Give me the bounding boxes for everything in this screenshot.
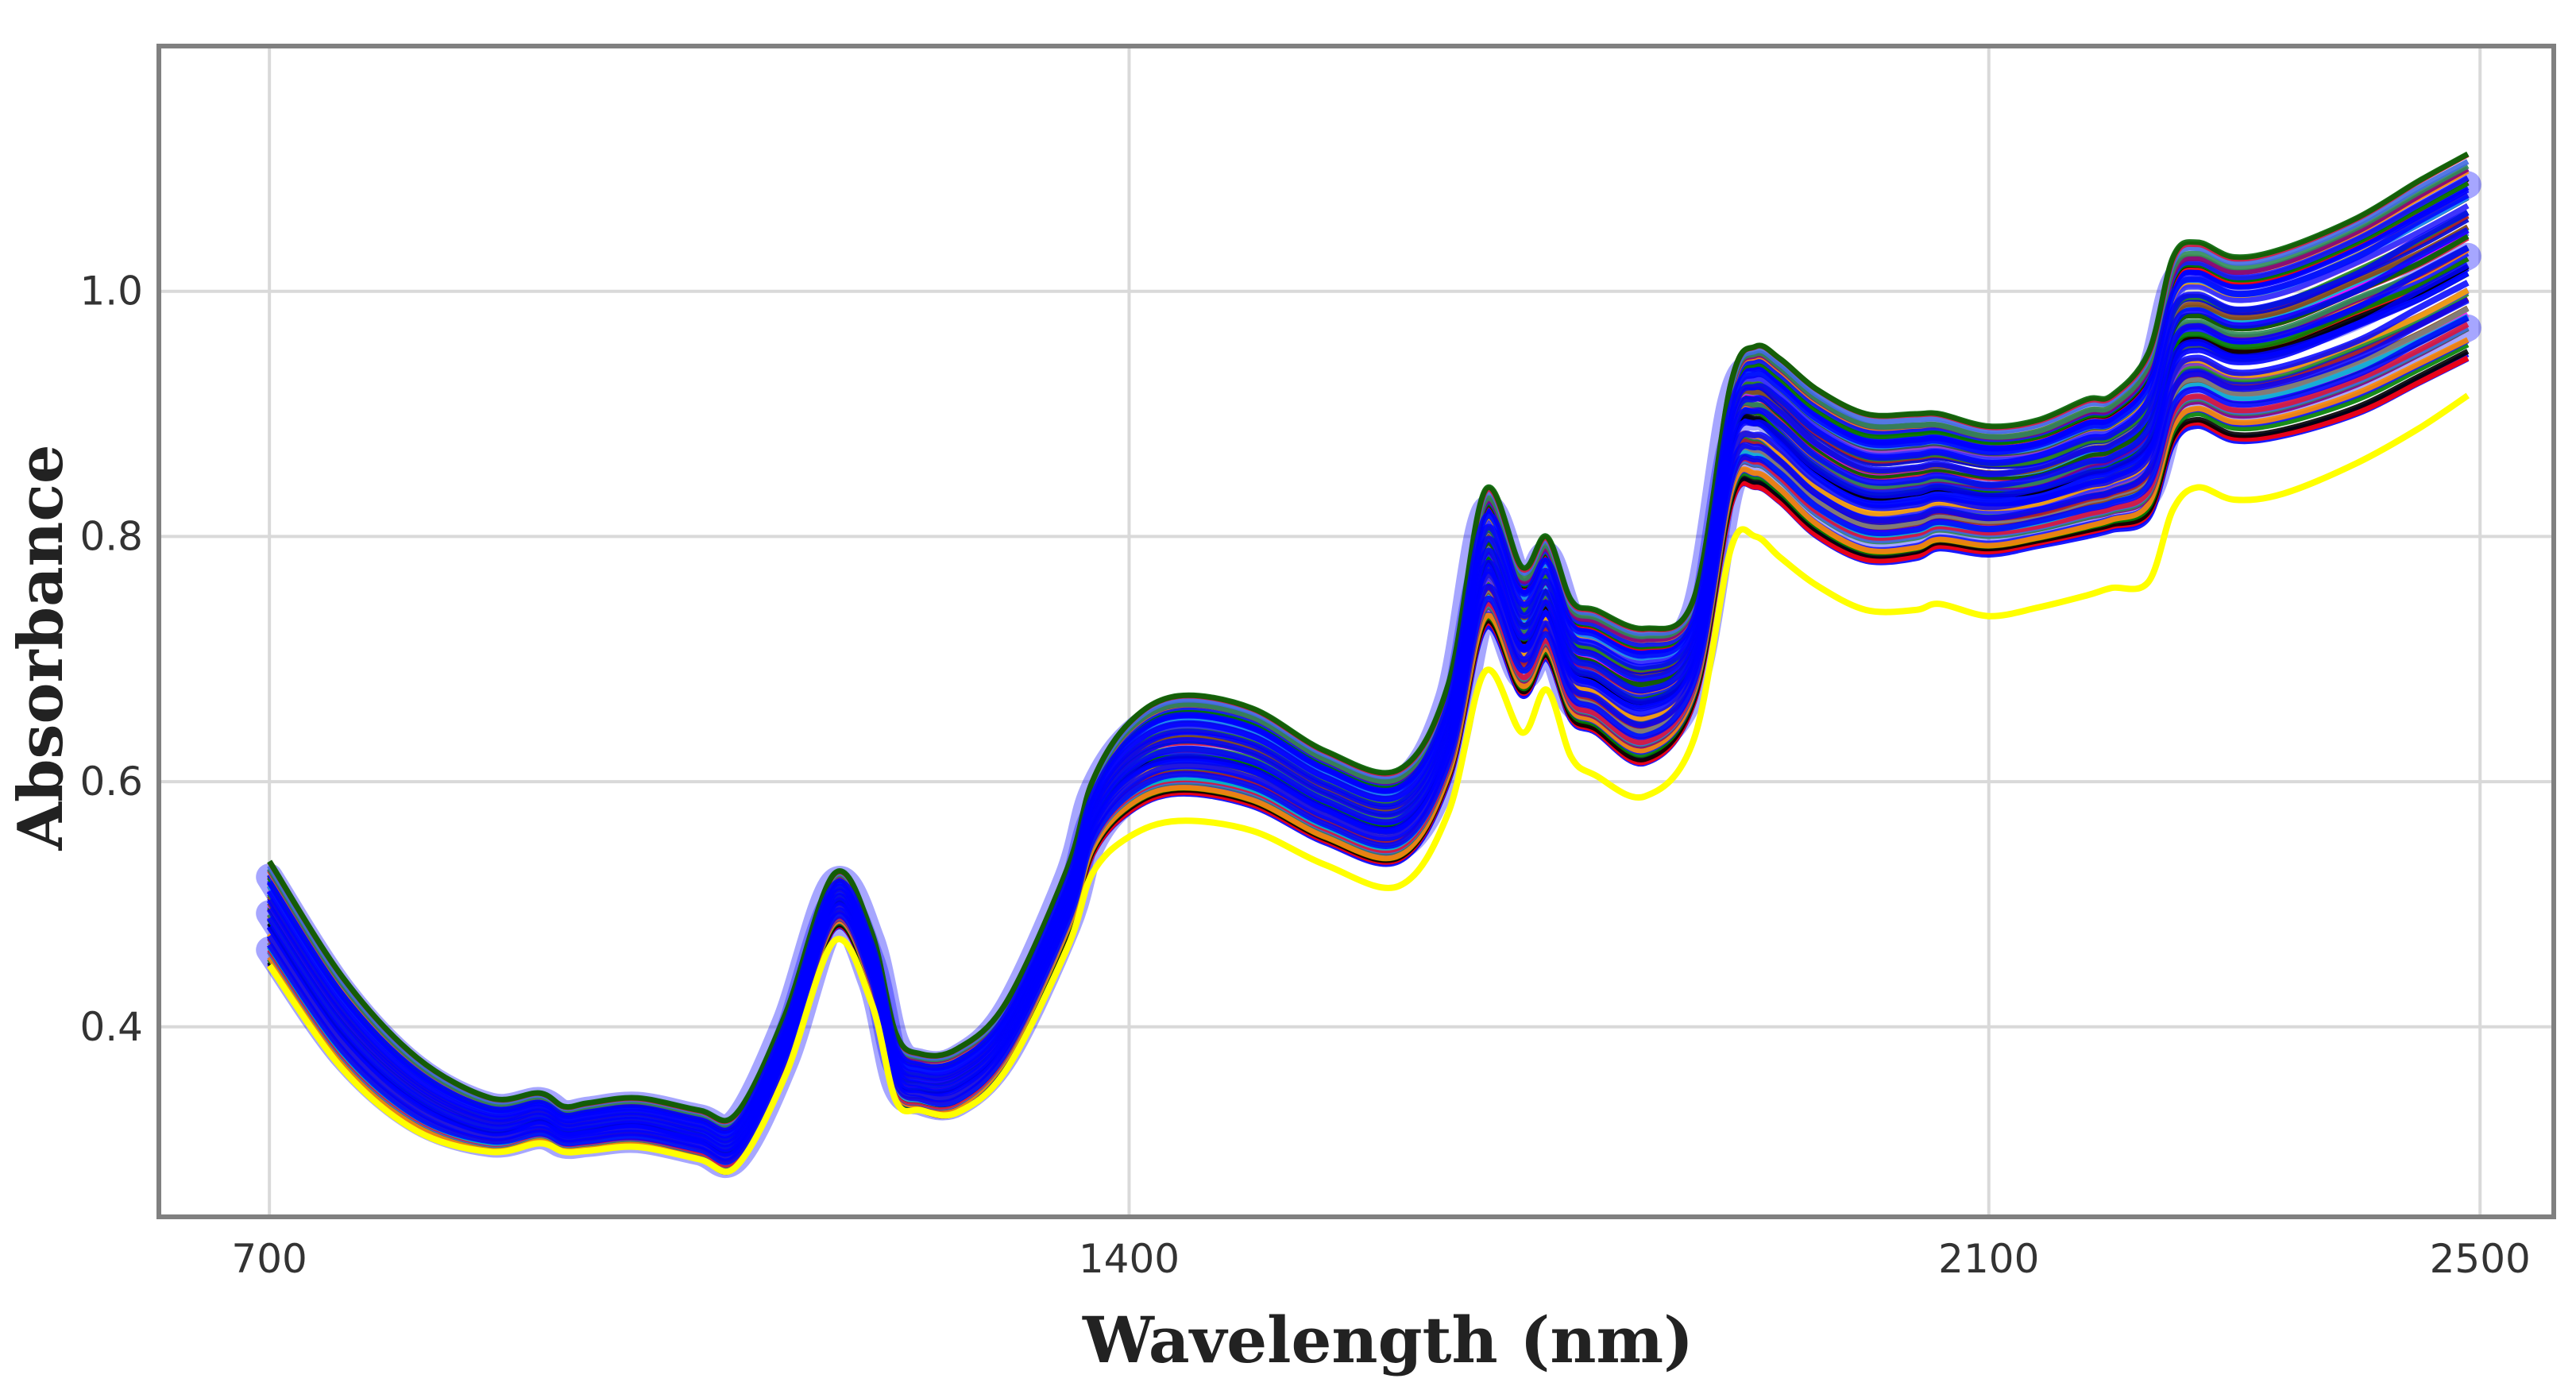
spectrum-line [267, 195, 2470, 1136]
spectrum-line [267, 180, 2470, 1130]
y-axis-title: Absorbance [5, 445, 77, 851]
spectrum-line [267, 175, 2470, 1130]
spectrum-line [267, 159, 2470, 1126]
spectrum-line [267, 152, 2470, 1125]
spectrum-line [267, 203, 2470, 1138]
spectra-band [256, 171, 2481, 1178]
spectrum-line [267, 168, 2470, 1129]
y-tick-label: 0.6 [79, 759, 143, 805]
grid [159, 46, 2554, 1217]
y-axis-ticks: 0.4 0.6 0.8 1.0 [79, 268, 143, 1050]
spectrum-line-outlier [266, 392, 2470, 1176]
spectrum-line [266, 191, 2470, 1134]
spectrum-line [267, 151, 2470, 1124]
spectra-lines [266, 151, 2470, 1176]
spectrum-line [267, 185, 2470, 1133]
x-tick-label: 1400 [1079, 1236, 1180, 1282]
spectrum-line [267, 225, 2470, 1145]
spectrum-line [267, 176, 2470, 1131]
spectrum-line [267, 214, 2470, 1142]
y-tick-label: 1.0 [79, 268, 143, 315]
spectrum-line [267, 166, 2470, 1129]
spectrum-line [267, 187, 2470, 1133]
spectrum-line [267, 203, 2470, 1137]
y-tick-label: 0.8 [79, 513, 143, 559]
spectrum-line [266, 209, 2470, 1139]
y-tick-label: 0.4 [79, 1004, 143, 1050]
spectrum-line [267, 224, 2470, 1144]
spectrum-line [267, 192, 2470, 1137]
spectrum-line [267, 217, 2470, 1141]
spectrum-line [267, 210, 2470, 1141]
x-tick-label: 2100 [1938, 1236, 2039, 1282]
spectrum-line [267, 163, 2470, 1128]
spectrum-line [267, 195, 2470, 1136]
spectrum-line [267, 180, 2470, 1131]
spectra-band-stroke [256, 171, 2481, 1142]
plot-frame [156, 44, 2556, 1219]
x-axis-title: Wavelength (nm) [1082, 1303, 1694, 1377]
spectrum-line [267, 213, 2470, 1141]
x-tick-label: 700 [231, 1236, 307, 1282]
x-tick-label: 2500 [2430, 1236, 2531, 1282]
x-axis-ticks: 700 1400 2100 2500 [231, 1236, 2530, 1282]
